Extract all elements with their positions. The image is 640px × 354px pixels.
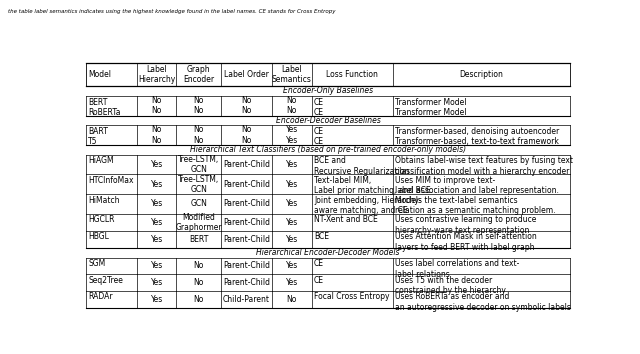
Text: Uses Attention Mask in self-attention
layers to feed BERT with label graph: Uses Attention Mask in self-attention la… bbox=[396, 233, 537, 252]
Text: No
No: No No bbox=[152, 125, 162, 145]
Text: No: No bbox=[193, 262, 204, 270]
Text: No: No bbox=[193, 278, 204, 287]
Text: Uses contrastive learning to produce
hierarchy-ware text representation: Uses contrastive learning to produce hie… bbox=[396, 215, 537, 235]
Text: No: No bbox=[287, 295, 297, 304]
Text: Transformer Model
Transformer Model: Transformer Model Transformer Model bbox=[396, 98, 467, 117]
Text: Joint embedding, Hierarchy-
aware matching, and CE: Joint embedding, Hierarchy- aware matchi… bbox=[314, 196, 421, 215]
Text: BERT: BERT bbox=[189, 235, 209, 244]
Text: Parent-Child: Parent-Child bbox=[223, 180, 270, 189]
Text: RADAr: RADAr bbox=[88, 292, 113, 301]
Text: BART
T5: BART T5 bbox=[88, 127, 108, 147]
Text: HTCInfoMax: HTCInfoMax bbox=[88, 176, 134, 185]
Text: Yes: Yes bbox=[150, 160, 163, 169]
Text: NT-Xent and BCE: NT-Xent and BCE bbox=[314, 215, 378, 224]
Text: Tree-LSTM,
GCN: Tree-LSTM, GCN bbox=[178, 175, 220, 194]
Text: CE: CE bbox=[314, 276, 324, 285]
Text: BCE and
Recursive Regularization: BCE and Recursive Regularization bbox=[314, 156, 409, 176]
Text: Yes: Yes bbox=[150, 180, 163, 189]
Text: Text-label MIM,
Label prior matching, and BCE.: Text-label MIM, Label prior matching, an… bbox=[314, 176, 433, 195]
Text: Yes: Yes bbox=[285, 199, 298, 209]
Text: SGM: SGM bbox=[88, 259, 106, 268]
Text: Models the text-label semantics
relation as a semantic matching problem.: Models the text-label semantics relation… bbox=[396, 196, 556, 215]
Text: GCN: GCN bbox=[190, 199, 207, 209]
Text: No
No: No No bbox=[193, 96, 204, 115]
Text: Label Order: Label Order bbox=[224, 70, 269, 79]
Text: Parent-Child: Parent-Child bbox=[223, 262, 270, 270]
Text: No: No bbox=[193, 295, 204, 304]
Text: HGCLR: HGCLR bbox=[88, 215, 115, 224]
Text: No
No: No No bbox=[193, 125, 204, 145]
Text: Yes: Yes bbox=[285, 180, 298, 189]
Text: Label
Semantics: Label Semantics bbox=[272, 65, 312, 84]
Text: Yes: Yes bbox=[285, 262, 298, 270]
Text: Description: Description bbox=[460, 70, 504, 79]
Text: Yes: Yes bbox=[150, 295, 163, 304]
Text: Yes: Yes bbox=[150, 235, 163, 244]
Text: HiAGM: HiAGM bbox=[88, 156, 114, 165]
Text: Parent-Child: Parent-Child bbox=[223, 160, 270, 169]
Text: HiMatch: HiMatch bbox=[88, 196, 120, 205]
Text: Yes: Yes bbox=[285, 218, 298, 227]
Text: Yes: Yes bbox=[150, 199, 163, 209]
Text: No
No: No No bbox=[152, 96, 162, 115]
Text: Encoder-Only Baselines: Encoder-Only Baselines bbox=[283, 86, 373, 96]
Text: Label
Hierarchy: Label Hierarchy bbox=[138, 65, 175, 84]
Text: Yes: Yes bbox=[285, 160, 298, 169]
Text: Loss Function: Loss Function bbox=[326, 70, 378, 79]
Text: Parent-Child: Parent-Child bbox=[223, 278, 270, 287]
Text: Yes: Yes bbox=[150, 218, 163, 227]
Text: Yes: Yes bbox=[285, 278, 298, 287]
Text: the table label semantics indicates using the highest knowledge found in the lab: the table label semantics indicates usin… bbox=[8, 9, 335, 14]
Text: Uses RoBERTa as encoder and
an autoregressive decoder on symbolic labels: Uses RoBERTa as encoder and an autoregre… bbox=[396, 292, 572, 312]
Text: BERT
RoBERTa: BERT RoBERTa bbox=[88, 98, 121, 117]
Text: No
No: No No bbox=[241, 125, 252, 145]
Text: Seq2Tree: Seq2Tree bbox=[88, 276, 124, 285]
Text: Obtains label-wise text features by fusing text
classification model with a hier: Obtains label-wise text features by fusi… bbox=[396, 156, 573, 176]
Text: BCE: BCE bbox=[314, 233, 329, 241]
Text: Tree-LSTM,
GCN: Tree-LSTM, GCN bbox=[178, 155, 220, 174]
Text: Uses T5 with the decoder
constrained by the hierarchy: Uses T5 with the decoder constrained by … bbox=[396, 276, 506, 295]
Text: Parent-Child: Parent-Child bbox=[223, 199, 270, 209]
Text: Yes
Yes: Yes Yes bbox=[285, 125, 298, 145]
Text: CE
CE: CE CE bbox=[314, 127, 324, 147]
Text: Hierarchical Encoder-Decoder Models: Hierarchical Encoder-Decoder Models bbox=[256, 249, 400, 257]
Text: HBGL: HBGL bbox=[88, 233, 109, 241]
Text: Uses label correlations and text-
label relations: Uses label correlations and text- label … bbox=[396, 259, 520, 279]
Text: Uses MIM to improve text-
label association and label representation.: Uses MIM to improve text- label associat… bbox=[396, 176, 559, 195]
Text: Parent-Child: Parent-Child bbox=[223, 235, 270, 244]
Text: Yes: Yes bbox=[150, 262, 163, 270]
Text: Model: Model bbox=[88, 70, 111, 79]
Text: Graph
Encoder: Graph Encoder bbox=[183, 65, 214, 84]
Text: Transformer-based, denoising autoencoder
Transformer-based, text-to-text framewo: Transformer-based, denoising autoencoder… bbox=[396, 127, 559, 147]
Text: No
No: No No bbox=[241, 96, 252, 115]
Text: No
No: No No bbox=[287, 96, 297, 115]
Text: Modified
Graphormer: Modified Graphormer bbox=[175, 212, 222, 232]
Text: Focal Cross Entropy: Focal Cross Entropy bbox=[314, 292, 390, 301]
Text: Yes: Yes bbox=[150, 278, 163, 287]
Text: Parent-Child: Parent-Child bbox=[223, 218, 270, 227]
Text: CE: CE bbox=[314, 259, 324, 268]
Text: CE
CE: CE CE bbox=[314, 98, 324, 117]
Text: Child-Parent: Child-Parent bbox=[223, 295, 270, 304]
Text: Encoder-Decoder Baselines: Encoder-Decoder Baselines bbox=[276, 116, 380, 125]
Text: Hierarchical Text Classifiers (based on pre-trained encoder-only models): Hierarchical Text Classifiers (based on … bbox=[190, 145, 466, 154]
Text: Yes: Yes bbox=[285, 235, 298, 244]
